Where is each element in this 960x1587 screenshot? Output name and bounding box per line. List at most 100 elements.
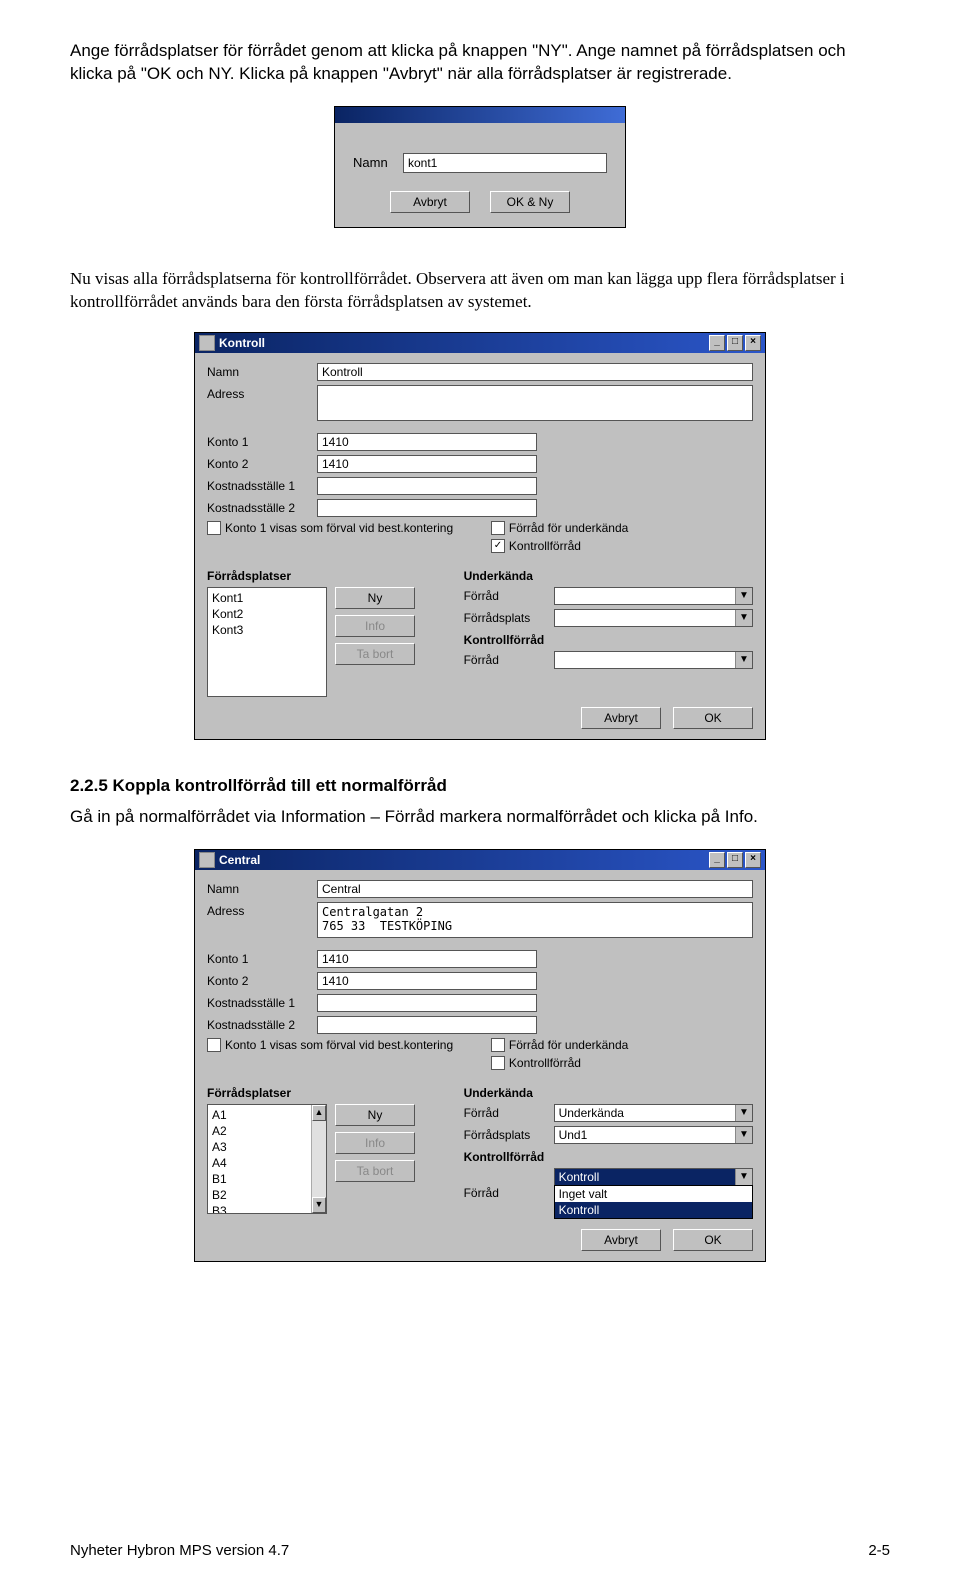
label-uk-forradsplats: Förrådsplats xyxy=(464,611,554,625)
input-kostnadsstalle2[interactable] xyxy=(317,1016,537,1034)
checkbox-konto-forval[interactable] xyxy=(207,1038,221,1052)
input-adress[interactable] xyxy=(317,385,753,421)
dropdown-kf-forrad[interactable]: Kontroll ▼ xyxy=(554,1168,753,1186)
avbryt-button[interactable]: Avbryt xyxy=(581,707,661,729)
minimize-icon[interactable]: _ xyxy=(709,852,725,868)
page-footer: Nyheter Hybron MPS version 4.7 2-5 xyxy=(70,1542,890,1559)
input-konto2[interactable] xyxy=(317,455,537,473)
window-title: Kontroll xyxy=(219,336,265,350)
input-namn[interactable] xyxy=(403,153,607,173)
listbox-forradsplatser[interactable]: A1 A2 A3 A4 B1 B2 B3 B4 ▲ ▼ xyxy=(207,1104,327,1214)
heading-kontrollforrad: Kontrollförråd xyxy=(464,633,753,647)
checkbox-konto-forval[interactable] xyxy=(207,521,221,535)
label-namn: Namn xyxy=(207,880,317,896)
footer-right: 2-5 xyxy=(868,1542,890,1559)
chevron-down-icon: ▼ xyxy=(735,652,752,668)
dropdown-kf-forrad[interactable]: ▼ xyxy=(554,651,753,669)
list-item[interactable]: B2 xyxy=(210,1187,324,1203)
dropdown-uk-forrad[interactable]: ▼ xyxy=(554,587,753,605)
window-central: Central _ □ × Namn Adress Konto 1 xyxy=(194,849,766,1262)
close-icon[interactable]: × xyxy=(745,335,761,351)
heading-underkanda: Underkända xyxy=(464,1086,753,1100)
input-konto1[interactable] xyxy=(317,433,537,451)
dropdown-popup[interactable]: Inget valt Kontroll xyxy=(554,1185,753,1219)
label-adress: Adress xyxy=(207,902,317,918)
paragraph-3: Gå in på normalförrådet via Information … xyxy=(70,806,890,829)
list-item[interactable]: A2 xyxy=(210,1123,324,1139)
heading-kontrollforrad: Kontrollförråd xyxy=(464,1150,753,1164)
label-konto2: Konto 2 xyxy=(207,972,317,988)
dialog-namn: Namn Avbryt OK & Ny xyxy=(334,106,626,228)
list-item[interactable]: Kont1 xyxy=(210,590,324,606)
window-icon xyxy=(199,335,215,351)
label-kostnadsstalle1: Kostnadsställe 1 xyxy=(207,994,317,1010)
input-kostnadsstalle1[interactable] xyxy=(317,477,537,495)
input-adress[interactable] xyxy=(317,902,753,938)
chevron-down-icon: ▼ xyxy=(735,1169,752,1185)
ny-button[interactable]: Ny xyxy=(335,587,415,609)
label-namn: Namn xyxy=(353,155,403,170)
chevron-down-icon: ▼ xyxy=(735,1127,752,1143)
dropdown-uk-forradsplats[interactable]: Und1▼ xyxy=(554,1126,753,1144)
input-konto1[interactable] xyxy=(317,950,537,968)
label-kostnadsstalle2: Kostnadsställe 2 xyxy=(207,1016,317,1032)
label-kf-forrad: Förråd xyxy=(464,1186,554,1200)
close-icon[interactable]: × xyxy=(745,852,761,868)
ny-button[interactable]: Ny xyxy=(335,1104,415,1126)
list-item[interactable]: Kont3 xyxy=(210,622,324,638)
list-item[interactable]: Kont2 xyxy=(210,606,324,622)
footer-left: Nyheter Hybron MPS version 4.7 xyxy=(70,1542,289,1559)
info-button[interactable]: Info xyxy=(335,1132,415,1154)
tabort-button[interactable]: Ta bort xyxy=(335,643,415,665)
listbox-forradsplatser[interactable]: Kont1 Kont2 Kont3 xyxy=(207,587,327,697)
label-uk-forradsplats: Förrådsplats xyxy=(464,1128,554,1142)
list-item[interactable]: A4 xyxy=(210,1155,324,1171)
scroll-down-icon[interactable]: ▼ xyxy=(312,1197,326,1213)
label-kostnadsstalle1: Kostnadsställe 1 xyxy=(207,477,317,493)
list-item[interactable]: B3 xyxy=(210,1203,324,1214)
ok-button[interactable]: OK xyxy=(673,1229,753,1251)
titlebar-kontroll: Kontroll _ □ × xyxy=(195,333,765,353)
checkbox-forrad-underkanda[interactable] xyxy=(491,1038,505,1052)
checkbox-kontrollforrad[interactable] xyxy=(491,1056,505,1070)
list-item[interactable]: A1 xyxy=(210,1107,324,1123)
input-konto2[interactable] xyxy=(317,972,537,990)
input-kostnadsstalle2[interactable] xyxy=(317,499,537,517)
scrollbar[interactable]: ▲ ▼ xyxy=(311,1105,326,1213)
label-kf-forrad: Förråd xyxy=(464,653,554,667)
scroll-up-icon[interactable]: ▲ xyxy=(312,1105,326,1121)
checkbox-konto-forval-label: Konto 1 visas som förval vid best.konter… xyxy=(225,1038,453,1052)
input-namn[interactable] xyxy=(317,363,753,381)
dropdown-uk-forradsplats[interactable]: ▼ xyxy=(554,609,753,627)
checkbox-konto-forval-label: Konto 1 visas som förval vid best.konter… xyxy=(225,521,453,535)
section-heading: 2.2.5 Koppla kontrollförråd till ett nor… xyxy=(70,776,890,796)
chevron-down-icon: ▼ xyxy=(735,1105,752,1121)
ok-ny-button[interactable]: OK & Ny xyxy=(490,191,570,213)
chevron-down-icon: ▼ xyxy=(735,610,752,626)
checkbox-kontrollforrad-label: Kontrollförråd xyxy=(509,539,581,553)
minimize-icon[interactable]: _ xyxy=(709,335,725,351)
ok-button[interactable]: OK xyxy=(673,707,753,729)
maximize-icon[interactable]: □ xyxy=(727,852,743,868)
input-namn[interactable] xyxy=(317,880,753,898)
dropdown-uk-forrad[interactable]: Underkända▼ xyxy=(554,1104,753,1122)
tabort-button[interactable]: Ta bort xyxy=(335,1160,415,1182)
list-item[interactable]: B1 xyxy=(210,1171,324,1187)
list-item[interactable]: A3 xyxy=(210,1139,324,1155)
label-uk-forrad: Förråd xyxy=(464,589,554,603)
window-icon xyxy=(199,852,215,868)
checkbox-forrad-underkanda[interactable] xyxy=(491,521,505,535)
avbryt-button[interactable]: Avbryt xyxy=(581,1229,661,1251)
checkbox-kontrollforrad[interactable]: ✓ xyxy=(491,539,505,553)
input-kostnadsstalle1[interactable] xyxy=(317,994,537,1012)
dropdown-option[interactable]: Inget valt xyxy=(555,1186,752,1202)
checkbox-forrad-underkanda-label: Förråd för underkända xyxy=(509,521,628,535)
info-button[interactable]: Info xyxy=(335,615,415,637)
avbryt-button[interactable]: Avbryt xyxy=(390,191,470,213)
window-kontroll: Kontroll _ □ × Namn Adress Konto 1 xyxy=(194,332,766,740)
maximize-icon[interactable]: □ xyxy=(727,335,743,351)
dropdown-option[interactable]: Kontroll xyxy=(555,1202,752,1218)
heading-forradsplatser: Förrådsplatser xyxy=(207,1086,327,1100)
label-kostnadsstalle2: Kostnadsställe 2 xyxy=(207,499,317,515)
heading-forradsplatser: Förrådsplatser xyxy=(207,569,327,583)
